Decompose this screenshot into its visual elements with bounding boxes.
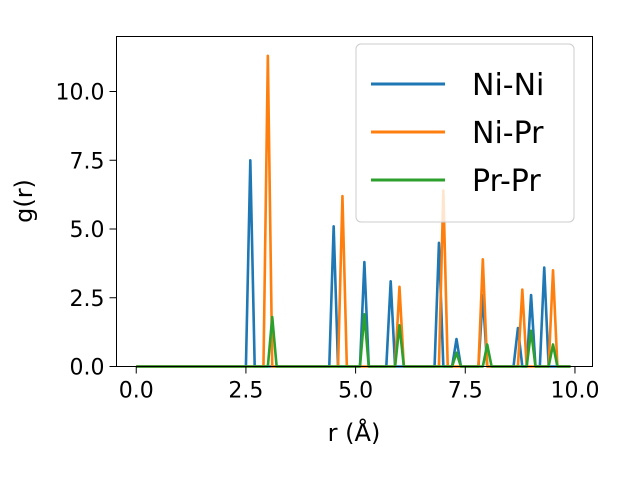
plot-frame xyxy=(116,36,593,367)
x-tick-label: 5.0 xyxy=(338,379,373,404)
x-axis-ticks: 0.0 2.5 5.0 7.5 10.0 xyxy=(119,366,599,404)
x-tick-label: 7.5 xyxy=(448,379,483,404)
legend-items: Ni-Ni Ni-Pr Pr-Pr xyxy=(371,68,544,199)
y-tick-label: 5.0 xyxy=(70,218,105,243)
y-axis-ticks: 0.0 2.5 5.0 7.5 10.0 xyxy=(56,81,117,381)
x-axis-label: r (Å) xyxy=(328,418,381,447)
x-tick-label: 0.0 xyxy=(119,379,154,404)
y-tick-label: 7.5 xyxy=(70,149,105,174)
x-tick-label: 10.0 xyxy=(550,379,599,404)
legend-box xyxy=(355,43,575,223)
legend-label-ni-pr: Ni-Pr xyxy=(472,116,544,151)
legend-label-ni-ni: Ni-Ni xyxy=(472,68,544,103)
series-line-pr-pr xyxy=(136,312,571,368)
y-tick-label: 0.0 xyxy=(70,356,105,381)
legend: Ni-Ni Ni-Pr Pr-Pr xyxy=(355,43,575,223)
y-axis-label: g(r) xyxy=(10,179,38,223)
legend-label-pr-pr: Pr-Pr xyxy=(472,164,541,199)
y-tick-label: 2.5 xyxy=(70,287,105,312)
x-tick-label: 2.5 xyxy=(228,379,263,404)
y-tick-label: 10.0 xyxy=(56,81,105,106)
